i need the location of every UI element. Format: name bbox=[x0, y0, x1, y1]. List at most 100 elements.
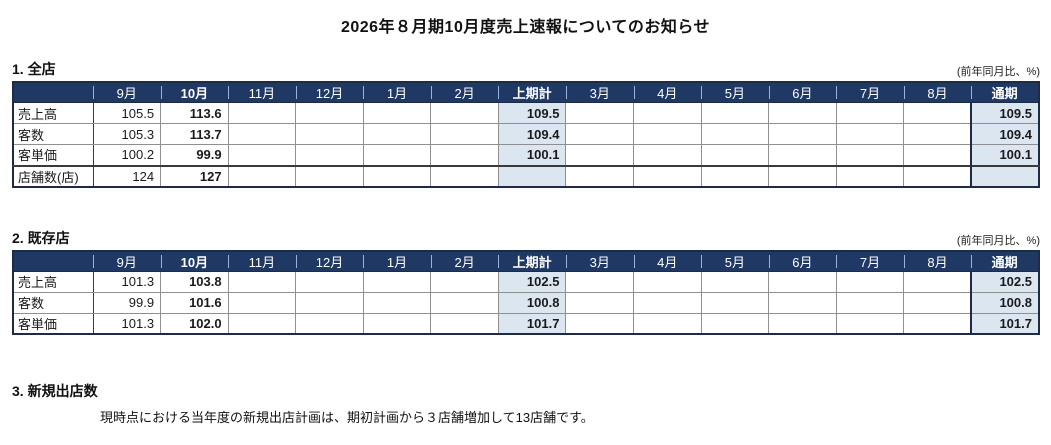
data-cell bbox=[430, 144, 499, 166]
data-cell: 113.7 bbox=[160, 123, 229, 145]
data-cell bbox=[430, 312, 499, 335]
data-cell bbox=[227, 312, 297, 335]
data-cell bbox=[700, 102, 770, 124]
data-cell bbox=[700, 123, 770, 145]
data-cell bbox=[903, 312, 972, 335]
data-cell bbox=[700, 291, 770, 314]
column-header: 通期 bbox=[971, 250, 1039, 272]
table-header-row: 9月 10月 11月 12月 1月 2月 上期計 3月 4月 5月 6月 7月 8月 通期 bbox=[13, 82, 1039, 103]
data-cell: 113.6 bbox=[160, 102, 229, 124]
data-cell: 101.3 bbox=[92, 270, 162, 293]
data-cell bbox=[565, 102, 634, 124]
column-header: 7月 bbox=[836, 250, 904, 272]
data-cell bbox=[430, 270, 499, 293]
table-row: 客数 99.9 101.6 100.8 100.8 bbox=[12, 291, 1040, 314]
column-header: 8月 bbox=[903, 250, 972, 272]
data-cell bbox=[903, 270, 972, 293]
data-cell bbox=[903, 123, 972, 145]
section-existing-stores: 2. 既存店 (前年同月比、%) 9月 10月 11月 12月 1月 2月 上期計 3月 4月 5… bbox=[12, 228, 1040, 335]
data-cell: 105.5 bbox=[92, 102, 162, 124]
data-cell bbox=[565, 312, 634, 335]
table-row: 客単価 100.2 99.9 100.1 100.1 bbox=[12, 144, 1040, 166]
column-header: 通期 bbox=[971, 82, 1039, 103]
data-cell: 100.1 bbox=[497, 144, 567, 166]
column-header: 10月 bbox=[160, 82, 229, 103]
column-header: 9月 bbox=[93, 82, 161, 103]
table-row: 客数 105.3 113.7 109.4 109.4 bbox=[12, 123, 1040, 145]
data-cell bbox=[768, 164, 837, 187]
data-cell bbox=[362, 123, 432, 145]
data-cell: 124 bbox=[92, 164, 162, 187]
column-header: 1月 bbox=[363, 250, 431, 272]
column-header: 11月 bbox=[228, 250, 296, 272]
data-cell: 109.5 bbox=[970, 102, 1040, 124]
column-header: 11月 bbox=[228, 82, 296, 103]
table-row: 客単価 101.3 102.0 101.7 101.7 bbox=[12, 312, 1040, 335]
column-header: 2月 bbox=[430, 82, 499, 103]
data-cell bbox=[835, 102, 905, 124]
data-cell bbox=[633, 164, 702, 187]
data-cell bbox=[565, 164, 634, 187]
table-header-row: 9月 10月 11月 12月 1月 2月 上期計 3月 4月 5月 6月 7月 8月 通期 bbox=[13, 250, 1039, 272]
data-cell bbox=[227, 144, 297, 166]
data-cell: 109.5 bbox=[497, 102, 567, 124]
data-cell bbox=[768, 270, 837, 293]
data-cell bbox=[227, 123, 297, 145]
section-heading-existing-stores: 2. 既存店 bbox=[12, 229, 70, 246]
new-stores-text: 現時点における当年度の新規出店計画は、期初計画から３店舗増加して13店舗です。 bbox=[100, 410, 594, 425]
data-cell bbox=[430, 102, 499, 124]
unit-note: (前年同月比、%) bbox=[956, 234, 1040, 247]
data-cell bbox=[362, 102, 432, 124]
data-cell bbox=[633, 144, 702, 166]
corner-cell bbox=[13, 250, 93, 272]
section-new-stores: 3. 新規出店数 現時点における当年度の新規出店計画は、期初計画から３店舗増加し… bbox=[12, 381, 1040, 426]
data-cell: 127 bbox=[160, 164, 229, 187]
data-cell bbox=[565, 144, 634, 166]
data-cell bbox=[835, 164, 905, 187]
column-header: 10月 bbox=[160, 250, 229, 272]
corner-cell bbox=[13, 82, 93, 103]
data-cell bbox=[768, 102, 837, 124]
data-cell: 103.8 bbox=[160, 270, 229, 293]
data-cell bbox=[430, 123, 499, 145]
page-title: 2026年８月期10月度売上速報についてのお知らせ bbox=[340, 19, 711, 36]
column-header: 5月 bbox=[701, 250, 769, 272]
data-cell bbox=[768, 291, 837, 314]
data-cell: 101.7 bbox=[970, 312, 1040, 335]
data-cell bbox=[295, 312, 364, 335]
row-label: 売上高 bbox=[12, 270, 94, 293]
data-cell bbox=[633, 312, 702, 335]
data-cell bbox=[835, 144, 905, 166]
table-row: 売上高 101.3 103.8 102.5 102.5 bbox=[12, 270, 1040, 293]
data-cell bbox=[768, 144, 837, 166]
column-header: 3月 bbox=[565, 250, 634, 272]
row-label: 客単価 bbox=[12, 312, 94, 335]
column-header: 9月 bbox=[93, 250, 161, 272]
data-cell bbox=[700, 312, 770, 335]
data-cell bbox=[565, 123, 634, 145]
existing-stores-table: 9月 10月 11月 12月 1月 2月 上期計 3月 4月 5月 6月 7月 8月 通期 売上高 101.3… bbox=[12, 249, 1040, 335]
data-cell bbox=[227, 102, 297, 124]
column-header: 6月 bbox=[768, 250, 837, 272]
data-cell bbox=[903, 102, 972, 124]
data-cell bbox=[295, 164, 364, 187]
data-cell: 101.7 bbox=[497, 312, 567, 335]
column-header: 6月 bbox=[768, 82, 837, 103]
data-cell bbox=[970, 164, 1040, 187]
data-cell bbox=[430, 291, 499, 314]
data-cell bbox=[362, 144, 432, 166]
data-cell bbox=[295, 102, 364, 124]
data-cell: 109.4 bbox=[497, 123, 567, 145]
section-heading-all-stores: 1. 全店 bbox=[12, 61, 56, 77]
data-cell bbox=[295, 270, 364, 293]
data-cell bbox=[362, 312, 432, 335]
data-cell bbox=[362, 291, 432, 314]
column-header: 4月 bbox=[633, 82, 702, 103]
data-cell: 101.3 bbox=[92, 312, 162, 335]
data-cell: 100.8 bbox=[497, 291, 567, 314]
column-header: 8月 bbox=[903, 82, 972, 103]
unit-note: (前年同月比、%) bbox=[956, 66, 1040, 78]
table-row: 売上高 105.5 113.6 109.5 109.5 bbox=[12, 102, 1040, 124]
all-stores-table: 9月 10月 11月 12月 1月 2月 上期計 3月 4月 5月 6月 7月 8月 通期 売上高 105.5… bbox=[12, 81, 1040, 188]
